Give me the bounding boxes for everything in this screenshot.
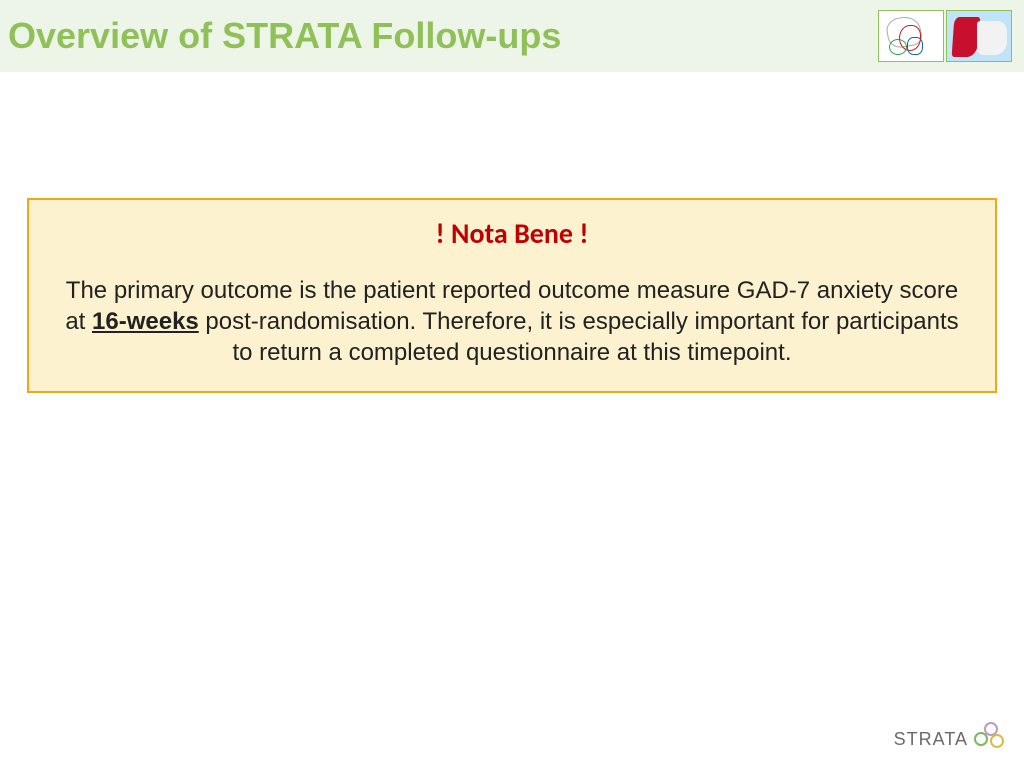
callout-body: The primary outcome is the patient repor…	[57, 275, 967, 369]
callout-heading: ! Nota Bene !	[57, 216, 967, 251]
header-bar: Overview of STRATA Follow-ups	[0, 0, 1024, 72]
map-thumbnail-australia	[946, 10, 1012, 62]
nota-bene-callout: ! Nota Bene ! The primary outcome is the…	[27, 198, 997, 393]
footer-logo-icon	[972, 720, 1006, 750]
map-thumbnail-regions	[878, 10, 944, 62]
callout-body-emphasis: 16-weeks	[92, 308, 199, 335]
header-map-thumbnails	[878, 10, 1012, 62]
callout-body-post: post-randomisation. Therefore, it is esp…	[199, 308, 959, 366]
footer-logo: STRATA	[894, 720, 1006, 750]
page-title: Overview of STRATA Follow-ups	[8, 15, 561, 57]
footer-logo-text: STRATA	[894, 729, 968, 750]
